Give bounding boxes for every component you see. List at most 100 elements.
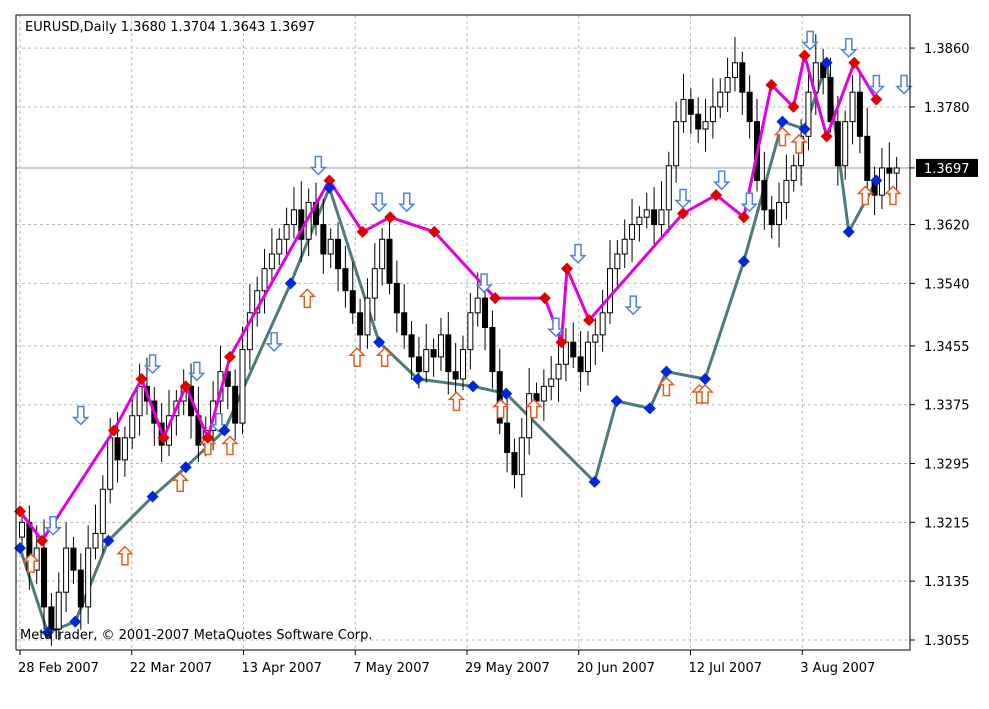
up-arrow-marker	[221, 435, 239, 456]
high-diamond-marker	[356, 225, 369, 238]
high-diamond-marker	[14, 505, 26, 518]
down-arrow-marker	[624, 295, 643, 316]
candle-body	[489, 327, 496, 373]
down-arrow-marker	[397, 192, 416, 213]
candle-body	[474, 297, 481, 314]
low-diamond-marker	[500, 387, 513, 400]
current-price-box	[916, 158, 978, 177]
y-tick-label: 1.3055	[924, 634, 970, 649]
candle-body	[55, 591, 62, 630]
candle-body	[731, 62, 738, 78]
candle-body	[665, 165, 672, 211]
up-arrow-marker	[348, 347, 366, 367]
candle-body	[621, 238, 628, 255]
candle-body	[695, 113, 702, 130]
high-diamond-marker	[157, 431, 170, 444]
candle-body	[776, 202, 783, 226]
down-arrow-marker	[547, 317, 565, 338]
candle-body	[834, 121, 841, 167]
high-diamond-marker	[323, 174, 336, 187]
up-arrow-marker	[790, 133, 808, 154]
high-diamond-marker	[223, 350, 236, 363]
candle-body	[423, 349, 430, 373]
x-axis: 28 Feb 2007 22 Mar 2007 13 Apr 2007 7 May 2…	[18, 650, 875, 676]
candle-body	[48, 606, 55, 630]
high-diamond-marker	[135, 372, 148, 385]
candle-body	[599, 312, 606, 336]
candle-body	[327, 238, 334, 255]
candle-body	[467, 312, 474, 351]
candle-body	[783, 179, 790, 203]
low-diamond-marker	[14, 542, 26, 555]
candle-body	[136, 385, 143, 417]
candle-body	[99, 488, 106, 534]
low-diamond-marker	[699, 372, 712, 385]
low-diamond-marker	[467, 380, 480, 393]
y-tick-label: 1.3620	[924, 219, 970, 234]
candle-body	[437, 334, 444, 358]
low-diamond-marker	[820, 56, 833, 69]
x-tick-label: 12 Jul 2007	[689, 661, 763, 676]
candle-body	[548, 378, 555, 387]
down-arrow-marker	[839, 38, 858, 58]
candle-body	[92, 532, 99, 549]
candle-body	[430, 349, 437, 358]
candle-body	[415, 356, 422, 373]
candle-body	[673, 121, 680, 167]
candle-body	[496, 371, 503, 424]
high-diamond-marker	[107, 424, 120, 437]
high-diamond-marker	[677, 207, 689, 220]
candlestick-series	[19, 34, 900, 646]
candle-body	[276, 238, 283, 255]
low-diamond-marker	[102, 534, 115, 547]
candle-body	[577, 356, 584, 373]
up-arrow-marker	[375, 347, 394, 367]
down-arrow-marker	[370, 192, 388, 213]
x-tick-label: 3 Aug 2007	[800, 661, 875, 676]
y-tick-label: 1.3375	[924, 399, 970, 414]
low-diamond-marker	[323, 181, 336, 194]
candle-body	[19, 521, 25, 538]
up-arrow-marker	[696, 383, 714, 404]
up-arrow-marker	[116, 545, 134, 566]
candle-body	[893, 167, 900, 174]
x-tick-label: 22 Mar 2007	[130, 661, 212, 676]
candle-body	[85, 547, 92, 608]
low-diamond-marker	[179, 461, 192, 474]
candle-body	[687, 99, 694, 115]
low-diamond-marker	[284, 277, 297, 290]
low-diamond-marker	[798, 122, 811, 135]
high-diamond-marker	[787, 100, 800, 113]
candle-body	[452, 371, 459, 380]
candle-body	[445, 334, 452, 373]
y-tick-label: 1.3780	[924, 101, 970, 116]
candle-body	[643, 209, 650, 218]
zigzag-diamonds	[14, 49, 883, 639]
down-arrow-marker	[309, 155, 328, 176]
candle-body	[511, 452, 518, 476]
candle-body	[607, 268, 613, 314]
low-diamond-marker	[660, 365, 673, 378]
candle-body	[335, 238, 342, 270]
candle-body	[790, 165, 797, 181]
candle-body	[107, 437, 114, 490]
down-arrow-marker	[674, 188, 692, 209]
candle-body	[680, 99, 687, 123]
up-arrow-marker	[491, 398, 510, 419]
candle-body	[349, 290, 356, 314]
y-axis: 1.3860 1.3780 1.3697 1.3620 1.3540 1.3455 1.33…	[910, 42, 978, 649]
high-diamond-marker	[428, 225, 441, 238]
candle-body	[70, 547, 77, 571]
chart-header: EURUSD,Daily 1.3680 1.3704 1.3643 1.3697	[25, 20, 315, 35]
candle-body	[886, 167, 893, 174]
candle-body	[239, 349, 246, 424]
down-arrow-marker	[71, 405, 90, 426]
zigzag-high-line	[18, 53, 878, 543]
x-tick-label: 20 Jun 2007	[577, 661, 655, 676]
down-arrow-marker	[740, 192, 759, 213]
down-arrow-marker	[867, 74, 886, 95]
high-diamond-marker	[710, 189, 723, 202]
candle-body	[232, 385, 239, 424]
x-tick-label: 13 Apr 2007	[242, 661, 322, 676]
candle-body	[114, 437, 121, 461]
